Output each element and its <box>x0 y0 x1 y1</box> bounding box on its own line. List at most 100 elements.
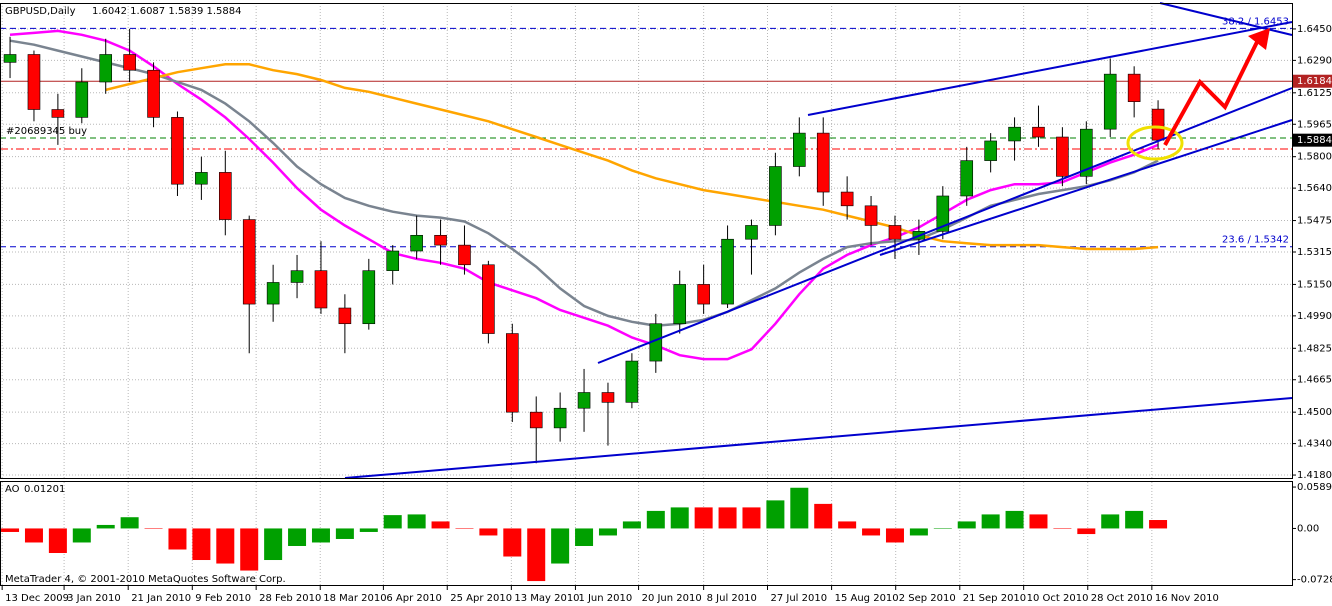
x-tick-label: 13 Dec 2009 <box>5 593 69 604</box>
x-tick-label: 1 Jun 2010 <box>578 593 632 604</box>
ao-bar <box>216 528 235 564</box>
x-tick-label: 28 Oct 2010 <box>1091 593 1153 604</box>
ao-bar <box>96 524 115 529</box>
trend-line <box>344 397 1293 479</box>
moving-average <box>105 63 1159 251</box>
x-tick-label: 16 Nov 2010 <box>1155 593 1219 604</box>
y-tick-label: 1.6450 <box>1297 24 1332 35</box>
ao-bar <box>479 528 498 536</box>
ao-bar <box>838 521 857 529</box>
ao-bar <box>24 528 43 543</box>
x-tick-label: 13 May 2010 <box>514 593 579 604</box>
price-box-label: 1.5884 <box>1297 135 1332 146</box>
candle-body <box>506 333 519 413</box>
candle-body <box>721 238 734 305</box>
main-panel-border <box>0 3 1293 479</box>
ao-bar <box>598 528 617 536</box>
forecast-arrow <box>1163 39 1260 146</box>
candle-body <box>290 270 304 283</box>
y-tick-label: 1.5150 <box>1297 279 1332 290</box>
ao-bar <box>455 528 474 529</box>
price-box <box>1293 74 1332 88</box>
ao-bar <box>527 528 546 582</box>
y-tick-label: 1.4500 <box>1297 407 1332 418</box>
ao-bar <box>790 487 809 529</box>
y-tick-label: 1.4665 <box>1297 375 1332 386</box>
ao-bar <box>1053 528 1072 529</box>
candle-body <box>482 264 495 334</box>
candle-body <box>195 172 208 185</box>
x-tick-label: 3 Jan 2010 <box>67 593 121 604</box>
ao-bar <box>718 507 737 529</box>
ao-bar <box>909 528 928 536</box>
ao-bar <box>168 528 187 550</box>
x-tick-label: 20 Jun 2010 <box>642 593 702 604</box>
candle-body <box>1080 128 1093 177</box>
quote: 1.6042 1.6087 1.5839 1.5884 <box>92 6 242 17</box>
x-tick-label: 2 Sep 2010 <box>899 593 956 604</box>
candle-body <box>529 411 543 429</box>
y-tick-label: 1.4825 <box>1297 343 1332 354</box>
ao-bar <box>1125 510 1144 529</box>
ao-bar <box>311 528 330 543</box>
ao-bar <box>431 521 450 529</box>
ao-bar <box>72 528 91 543</box>
candle-body <box>553 407 567 429</box>
y-tick-label: 1.4340 <box>1297 439 1332 450</box>
candle-body <box>769 166 782 226</box>
ao-bar <box>383 515 402 529</box>
footer: MetaTrader 4, © 2001-2010 MetaQuotes Sof… <box>5 574 286 585</box>
ao-bar <box>1077 528 1096 535</box>
y-tick-label: 1.5475 <box>1297 216 1332 227</box>
ao-bar <box>575 528 594 546</box>
ao-bar <box>957 521 976 529</box>
candle-body <box>123 54 136 71</box>
ao-title: AO <box>5 484 20 495</box>
y-tick-label: 0.00 <box>1297 523 1319 534</box>
y-tick-label: 1.6125 <box>1297 88 1332 99</box>
candle-body <box>171 117 184 185</box>
y-tick-label: 1.5965 <box>1297 119 1332 130</box>
ao-bar <box>885 528 904 543</box>
ao-bar <box>144 528 163 529</box>
candle-layer <box>3 28 1165 464</box>
candle-body <box>3 54 17 63</box>
candle-body <box>1103 73 1117 130</box>
ao-bar <box>407 514 426 529</box>
level-label: #20689345 buy <box>6 126 87 137</box>
ao-bar <box>1149 520 1168 529</box>
x-tick-label: 25 Apr 2010 <box>450 593 512 604</box>
candle-body <box>338 307 352 325</box>
ao-bar <box>766 500 785 529</box>
candle-body <box>266 282 280 305</box>
candle-body <box>27 54 41 110</box>
ao-bar <box>240 528 259 571</box>
x-tick-label: 6 Apr 2010 <box>386 593 441 604</box>
y-tick-label: 0.05899 <box>1297 482 1332 493</box>
highlight-ellipse <box>1126 125 1184 161</box>
candle-body <box>410 234 423 252</box>
ao-bar <box>288 528 307 546</box>
candle-body <box>888 225 902 240</box>
ao-bar <box>1101 514 1120 529</box>
ao-bar <box>933 528 952 529</box>
trend-line <box>879 119 1293 256</box>
x-tick-label: 21 Sep 2010 <box>963 593 1026 604</box>
level-layer <box>0 27 1292 248</box>
candle-body <box>840 191 854 207</box>
ao-bar <box>120 517 139 529</box>
level-label: 38.2 / 1.6453 <box>1222 16 1289 27</box>
candle-body <box>434 234 447 246</box>
ao-bar <box>646 510 665 529</box>
x-tick-label: 18 Mar 2010 <box>323 593 386 604</box>
x-tick-label: 28 Feb 2010 <box>259 593 321 604</box>
candle-body <box>147 69 160 118</box>
x-tick-label: 8 Jul 2010 <box>707 593 757 604</box>
x-tick-label: 9 Feb 2010 <box>195 593 251 604</box>
y-tick-label: 1.4180 <box>1297 470 1332 481</box>
candle-body <box>625 360 639 403</box>
candle-body <box>1032 126 1045 138</box>
ao-bar <box>981 514 1000 529</box>
ao-panel-border <box>0 481 1293 586</box>
candle-body <box>218 172 232 220</box>
